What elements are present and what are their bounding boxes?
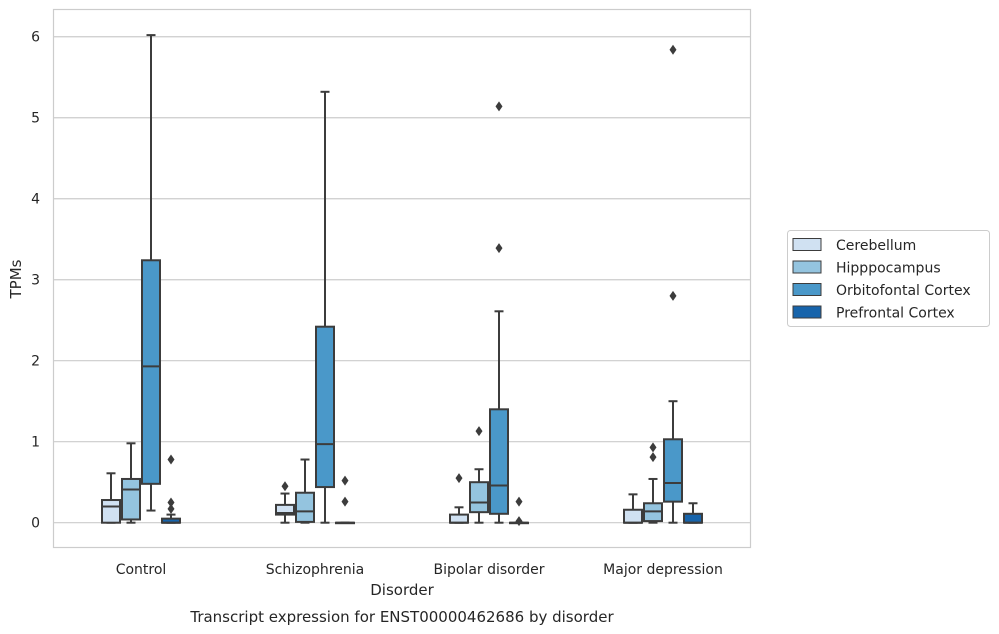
box-body	[275, 503, 295, 516]
chart-caption: Transcript expression for ENST0000046268…	[189, 608, 614, 626]
box-orbitofontal-cortex-0	[141, 34, 161, 512]
outlier-point	[515, 496, 523, 507]
legend-frame	[787, 230, 990, 327]
y-tick-label: 4	[31, 192, 40, 208]
x-tick-labels: Control Schizophrenia Bipolar disorder Majo…	[116, 562, 723, 578]
box-hipppocampus-3	[643, 442, 663, 524]
box-body	[295, 491, 315, 523]
x-tick-label: Major depression	[603, 562, 723, 578]
legend-label: Orbitofontal Cortex	[836, 283, 971, 299]
outlier-point	[475, 426, 483, 437]
legend-swatch	[792, 238, 822, 251]
box-body	[623, 508, 643, 524]
outlier-point	[167, 503, 175, 514]
legend-swatch	[792, 305, 822, 319]
outlier-point	[281, 481, 289, 492]
box-orbitofontal-cortex-2	[489, 101, 509, 524]
plot-frame	[52, 8, 752, 549]
legend-label: Hipppocampus	[836, 261, 941, 277]
outlier-point	[669, 44, 677, 55]
outlier-point	[341, 475, 349, 486]
box-body	[101, 499, 121, 524]
y-tick-label: 5	[31, 111, 40, 127]
legend-swatch	[792, 283, 822, 296]
box-groups	[101, 34, 703, 527]
outlier-point	[167, 497, 175, 508]
outlier-point	[167, 454, 175, 465]
y-axis-label: TPMs	[7, 259, 25, 299]
x-tick-label: Schizophrenia	[266, 562, 364, 578]
box-hipppocampus-1	[295, 458, 315, 524]
box-cerebellum-3	[623, 493, 643, 524]
y-tick-label: 3	[31, 273, 40, 289]
x-axis-label: Disorder	[370, 581, 434, 599]
legend-swatch	[792, 260, 822, 274]
box-body	[315, 325, 335, 489]
y-tick-label: 6	[31, 30, 40, 46]
box-cerebellum-0	[101, 472, 121, 524]
box-prefrontal-cortex-2	[509, 496, 529, 527]
outlier-point	[341, 496, 349, 507]
box-body	[141, 259, 161, 485]
outlier-point	[649, 452, 657, 463]
box-cerebellum-2	[449, 473, 469, 524]
box-hipppocampus-2	[469, 426, 489, 524]
box-prefrontal-cortex-3	[683, 502, 703, 524]
outlier-point	[649, 442, 657, 453]
y-tick-labels: 0 1 2 3 4 5 6	[31, 30, 40, 532]
legend: Cerebellum Hipppocampus Orbitofontal Corte…	[787, 230, 990, 327]
box-hipppocampus-0	[121, 442, 141, 524]
box-body	[469, 481, 489, 514]
box-body	[663, 438, 683, 503]
box-prefrontal-cortex-1	[335, 475, 355, 525]
outlier-point	[515, 516, 523, 527]
box-orbitofontal-cortex-1	[315, 90, 335, 524]
outlier-point	[495, 101, 503, 112]
legend-label: Prefrontal Cortex	[836, 306, 955, 322]
outlier-point	[495, 243, 503, 254]
box-prefrontal-cortex-0	[161, 454, 181, 524]
box-body	[489, 408, 509, 515]
box-body	[121, 477, 141, 521]
box-cerebellum-1	[275, 481, 295, 524]
y-tick-label: 1	[31, 435, 40, 451]
legend-label: Cerebellum	[836, 238, 916, 254]
grid-lines	[54, 36, 750, 524]
x-tick-label: Control	[116, 562, 167, 578]
box-body	[449, 513, 469, 524]
x-tick-label: Bipolar disorder	[433, 562, 544, 578]
box-orbitofontal-cortex-3	[663, 44, 683, 524]
outlier-point	[669, 290, 677, 301]
y-tick-label: 2	[31, 354, 40, 370]
y-tick-label: 0	[31, 516, 40, 532]
outlier-point	[455, 473, 463, 484]
box-body	[683, 512, 703, 524]
